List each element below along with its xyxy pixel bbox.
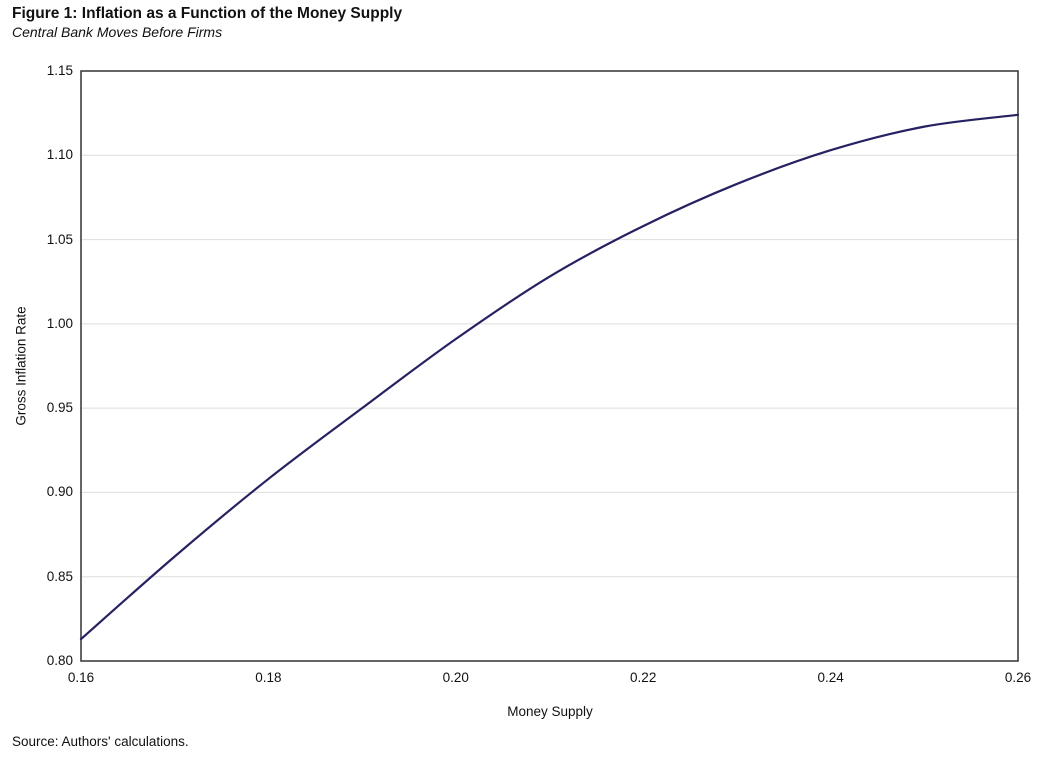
- y-tick-label: 0.80: [46, 653, 73, 668]
- y-tick-label: 1.15: [46, 63, 73, 78]
- y-tick-label: 1.00: [46, 315, 73, 331]
- plot-border: [80, 70, 1019, 662]
- y-tick-label: 0.90: [46, 484, 73, 500]
- y-tick-label: 1.05: [46, 231, 73, 247]
- x-tick-label: 0.18: [255, 670, 282, 685]
- x-tick-label: 0.20: [442, 670, 469, 685]
- x-tick-label: 0.22: [630, 670, 657, 685]
- source-note: Source: Authors' calculations.: [12, 734, 189, 749]
- y-tick-label: 0.95: [46, 400, 73, 416]
- inflation-curve: [79, 113, 1020, 641]
- y-tick-label: 0.85: [46, 568, 73, 584]
- x-axis-title: Money Supply: [507, 704, 593, 719]
- figure-subtitle: Central Bank Moves Before Firms: [12, 24, 223, 40]
- figure-title: Figure 1: Inflation as a Function of the…: [12, 5, 403, 22]
- x-tick-label: 0.26: [1004, 670, 1032, 685]
- x-tick-label: 0.24: [817, 670, 844, 685]
- y-axis-title: Gross Inflation Rate: [13, 306, 29, 426]
- x-tick-label: 0.16: [67, 670, 95, 685]
- y-tick-label: 1.10: [46, 147, 73, 163]
